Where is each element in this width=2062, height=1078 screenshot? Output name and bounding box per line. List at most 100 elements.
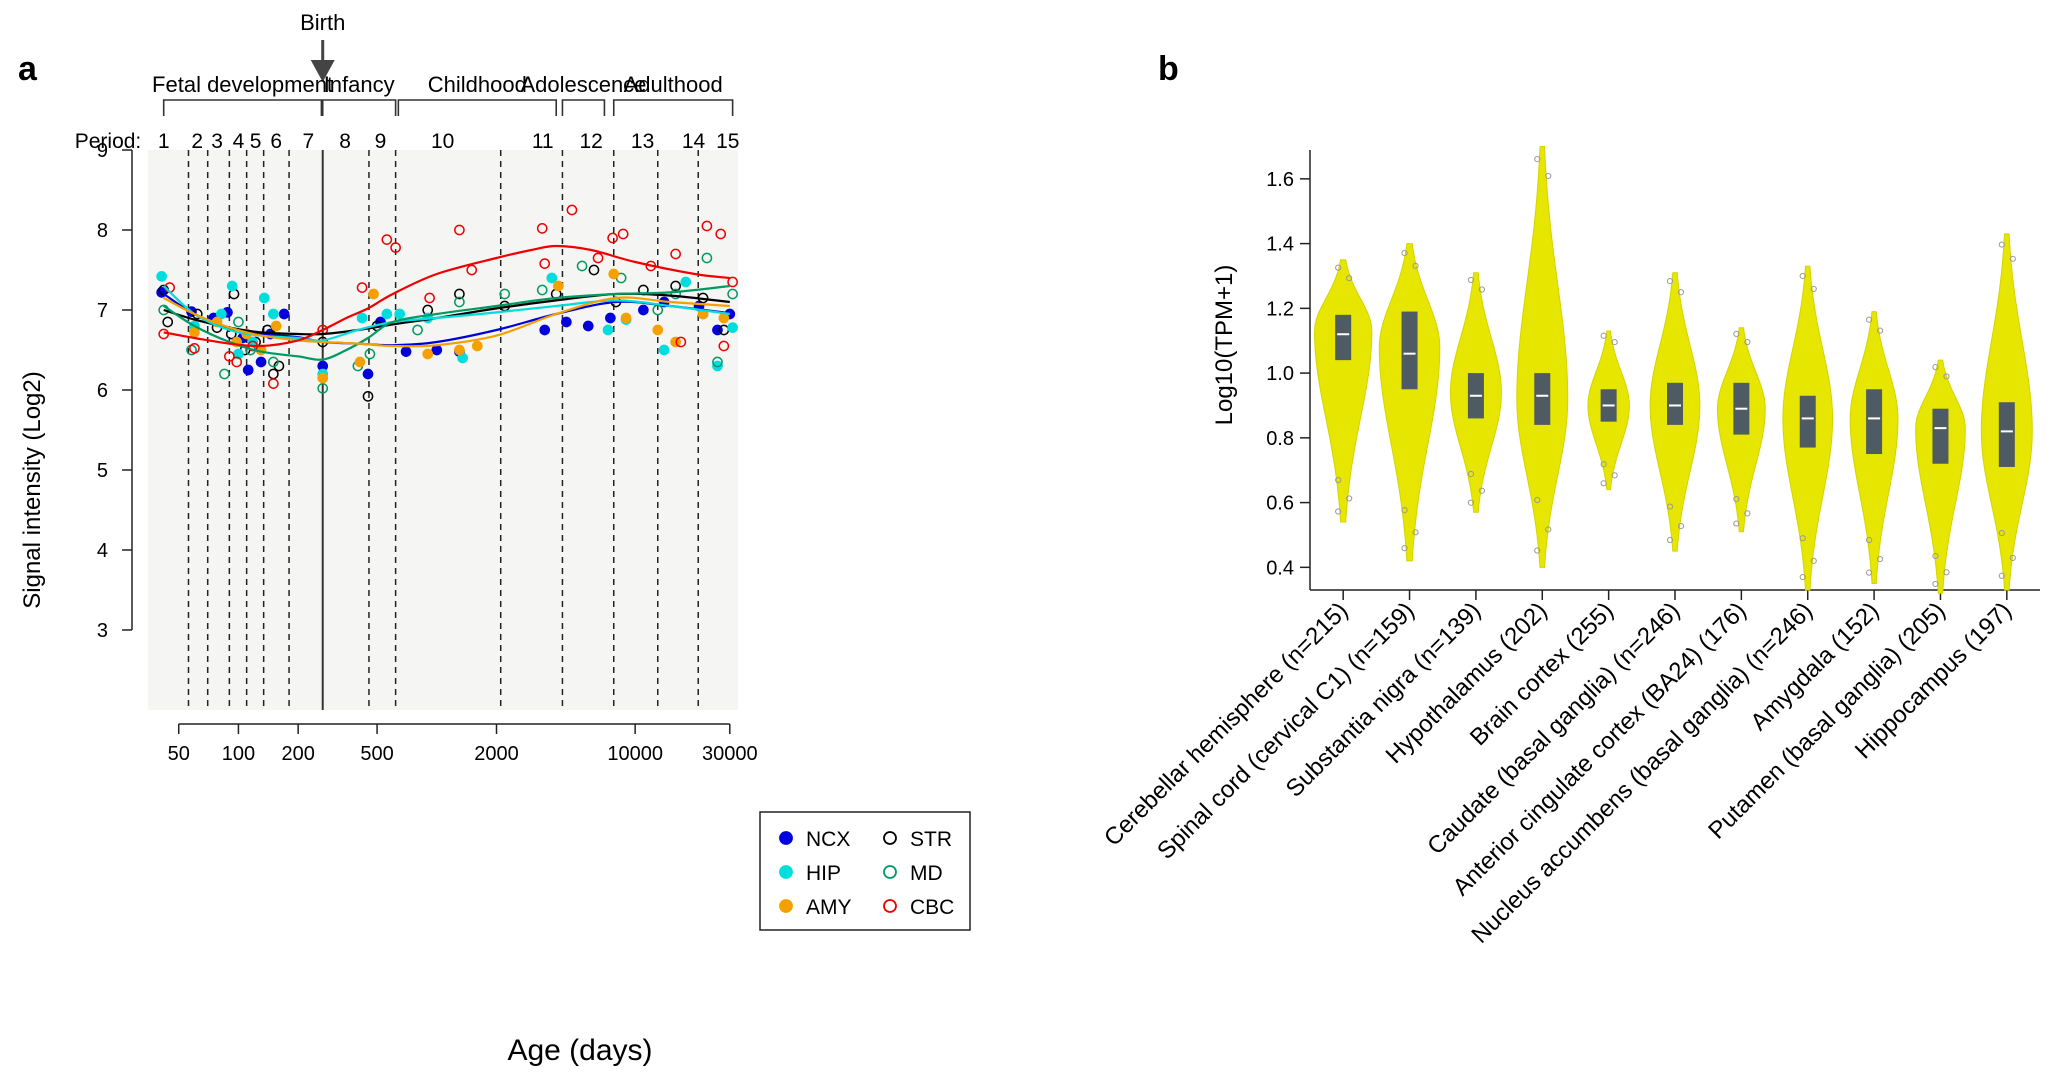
- legend-marker-cbc: [883, 899, 897, 913]
- data-point-hip: [215, 308, 227, 320]
- violin-box-2: [1401, 311, 1418, 390]
- violin-outlier-2: [1412, 529, 1419, 536]
- legend-marker-ncx: [779, 831, 793, 845]
- violin-2: [1378, 243, 1441, 562]
- stage-label-adulthood: Adulthood: [624, 72, 723, 97]
- violin-outlier-5: [1611, 472, 1618, 479]
- period-label-13: 13: [631, 130, 654, 153]
- data-point-hip: [356, 312, 368, 324]
- violin-outlier-8: [1799, 272, 1806, 280]
- violin-box-4: [1534, 373, 1551, 425]
- data-point-amy: [552, 280, 564, 292]
- data-point-cbc: [592, 252, 604, 264]
- trend-line-amy: [163, 296, 730, 348]
- violin-outlier-5: [1600, 332, 1607, 339]
- violin-outlier-4: [1534, 156, 1541, 163]
- violin-box-6: [1667, 382, 1683, 425]
- trend-line-cbc: [163, 244, 730, 348]
- period-label-15: 15: [716, 130, 739, 153]
- violin-outlier-9: [1865, 316, 1873, 323]
- data-point-hip: [226, 280, 238, 292]
- data-point-amy: [652, 324, 664, 336]
- data-point-cbc: [727, 276, 738, 288]
- violin-outlier-3: [1467, 470, 1475, 478]
- stage-label-childhood: Childhood: [428, 72, 527, 97]
- period-label-7: 7: [302, 130, 314, 153]
- data-point-hip: [381, 308, 393, 320]
- data-point-amy: [471, 340, 483, 352]
- data-point-amy: [354, 356, 366, 368]
- violin-outlier-11: [1998, 241, 2005, 248]
- panel-a-x-tick-label: 10000: [607, 743, 663, 765]
- data-point-hip: [602, 324, 614, 336]
- data-point-str: [588, 264, 600, 276]
- panel-a-x-tick-label: 30000: [702, 743, 758, 765]
- data-point-md: [219, 368, 230, 380]
- panel-b-category-labels: Cerebellar hemisphere (n=215)Spinal cord…: [1099, 597, 2017, 949]
- data-point-cbc: [675, 336, 687, 348]
- panel-a-label: a: [18, 50, 38, 88]
- period-prefix: Period:: [75, 130, 142, 153]
- data-point-md: [412, 324, 423, 336]
- panel-b-violins: [1314, 145, 2033, 594]
- legend-box: [759, 811, 971, 931]
- data-point-str: [454, 288, 465, 300]
- panel-a-x-axis-title: Age (days): [507, 1034, 652, 1067]
- data-point-cbc: [539, 258, 551, 269]
- period-label-11: 11: [532, 130, 554, 153]
- violin-outlier-6: [1666, 503, 1674, 510]
- stage-bracket-adolescence: [561, 99, 606, 116]
- data-point-cbc: [189, 343, 200, 354]
- stage-bracket-infancy: [321, 99, 397, 116]
- panel-a-y-tick-label: 6: [97, 380, 108, 402]
- data-point-amy: [608, 268, 620, 280]
- data-point-amy: [620, 312, 632, 324]
- data-point-cbc: [701, 220, 713, 232]
- panel-a-x-tick-label: 2000: [474, 743, 519, 765]
- panel-a-axes: 3 4 5 6 7 8 9 50 100 200 500 2000 10000 30000: [97, 140, 758, 765]
- violin-outlier-2: [1401, 250, 1408, 257]
- violin-10: [1915, 359, 1966, 594]
- birth-label: Birth: [300, 10, 345, 35]
- violin-outlier-1: [1346, 495, 1353, 502]
- data-point-amy: [718, 312, 730, 324]
- panel-a-trend-lines: [162, 244, 730, 361]
- legend-label-ncx: NCX: [806, 828, 850, 851]
- data-point-ncx: [255, 356, 267, 368]
- data-point-ncx: [431, 344, 443, 356]
- violin-outlier-8: [1799, 573, 1806, 581]
- data-point-md: [268, 356, 279, 368]
- violin-outlier-3: [1467, 276, 1475, 284]
- data-point-str: [225, 328, 237, 340]
- violin-outlier-11: [1998, 572, 2005, 579]
- panel-b-y-tick-label: 1.4: [1266, 234, 1294, 256]
- data-point-cbc: [231, 356, 243, 368]
- stage-label-adolescence: Adolescence: [520, 72, 646, 97]
- legend-marker-str: [883, 831, 897, 845]
- data-point-md: [701, 252, 713, 264]
- violin-outlier-9: [1876, 555, 1884, 563]
- violin-4: [1516, 145, 1569, 568]
- panel-b-y-tick-label: 0.8: [1266, 428, 1294, 450]
- period-label-2: 2: [191, 130, 203, 153]
- violin-outlier-10: [1932, 364, 1939, 371]
- violin-outlier-11: [2009, 554, 2016, 562]
- panel-a-legend: NCX STR HIP MD AMY CBC: [759, 811, 971, 931]
- category-label-2: Spinal cord (cervical C1) (n=159): [1152, 597, 1420, 865]
- period-label-1: 1: [158, 130, 170, 153]
- data-point-md: [454, 296, 465, 308]
- violin-outlier-1: [1335, 476, 1342, 484]
- data-point-md: [712, 356, 723, 368]
- data-point-ncx: [362, 368, 374, 380]
- violin-outlier-6: [1677, 289, 1685, 296]
- birth-arrow-head: [310, 60, 335, 82]
- data-point-ncx: [242, 364, 254, 376]
- stage-bracket-childhood: [397, 99, 558, 116]
- panel-a-x-tick-label: 50: [168, 743, 190, 765]
- violin-outlier-7: [1733, 330, 1740, 337]
- data-point-cbc: [670, 248, 681, 260]
- violin-outlier-1: [1335, 264, 1342, 271]
- period-label-6: 6: [270, 130, 282, 153]
- data-point-md: [364, 348, 376, 360]
